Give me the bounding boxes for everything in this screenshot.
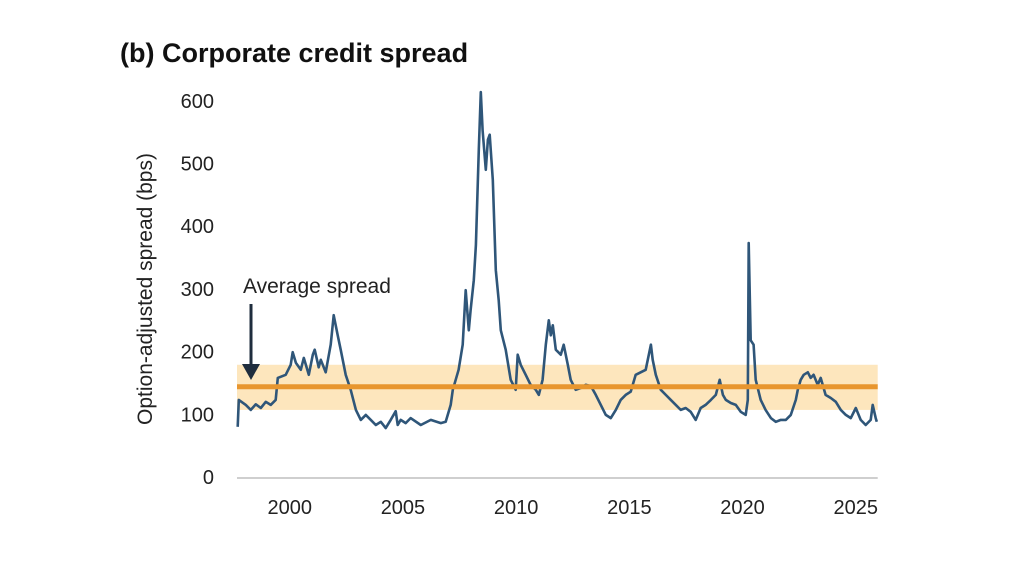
y-tick-label: 400	[181, 216, 214, 238]
chart-title: (b) Corporate credit spread	[120, 38, 469, 68]
y-tick-label: 200	[181, 342, 214, 364]
y-tick-label: 600	[181, 91, 214, 113]
arrow-down-icon	[242, 304, 260, 380]
x-tick-label: 2025	[834, 497, 879, 519]
y-tick-label: 100	[181, 404, 214, 426]
x-tick-label: 2005	[381, 497, 426, 519]
average-annotation: Average spread	[243, 275, 391, 298]
spread-line	[236, 90, 879, 430]
x-tick-label: 2010	[494, 497, 539, 519]
x-tick-label: 2015	[607, 497, 652, 519]
x-tick-label: 2000	[268, 497, 313, 519]
x-tick-label: 2020	[720, 497, 765, 519]
y-tick-label: 0	[203, 467, 214, 489]
y-axis-label: Option-adjusted spread (bps)	[134, 153, 157, 425]
y-tick-label: 300	[181, 279, 214, 301]
y-tick-label: 500	[181, 154, 214, 176]
